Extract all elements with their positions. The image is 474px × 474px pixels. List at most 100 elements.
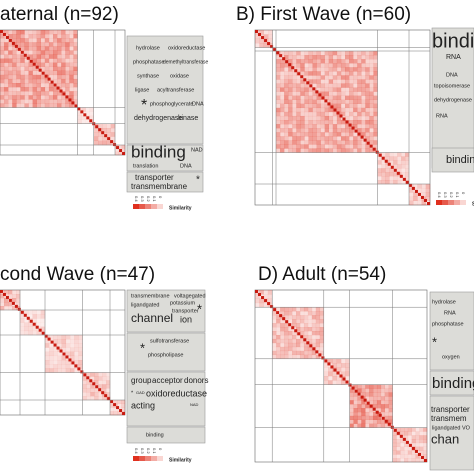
- heatmap-cell: [404, 454, 409, 459]
- heatmap-cell: [8, 306, 13, 311]
- heatmap-cell: [110, 407, 114, 412]
- heatmap-diagonal: [38, 328, 42, 332]
- heatmap-cell: [365, 148, 370, 153]
- heatmap-diagonal: [384, 159, 388, 163]
- heatmap-cell: [102, 136, 107, 141]
- heatmap-cell: [353, 396, 358, 401]
- cloud-box: [126, 35, 204, 145]
- word: oxidoreductase: [146, 388, 207, 398]
- heatmap-cell: [36, 70, 41, 76]
- heatmap-cell: [384, 408, 389, 413]
- heatmap-cell: [340, 79, 346, 84]
- heatmap-cell: [20, 70, 25, 76]
- heatmap-cell: [401, 164, 406, 169]
- heatmap-cell: [61, 74, 66, 80]
- heatmap-cell: [349, 148, 354, 153]
- heatmap-cell: [328, 132, 334, 137]
- heatmap-cell: [315, 331, 321, 336]
- word: oxidase: [170, 73, 189, 79]
- heatmap-cell: [380, 396, 385, 401]
- heatmap-cell: [53, 347, 58, 352]
- heatmap-diagonal: [360, 395, 364, 399]
- heatmap-cell: [332, 380, 337, 385]
- heatmap-cell: [86, 380, 91, 385]
- heatmap-cell: [365, 83, 370, 88]
- heatmap-cell: [280, 354, 285, 359]
- heatmap-cell: [4, 87, 9, 92]
- heatmap-cell: [324, 144, 329, 149]
- heatmap-cell: [413, 184, 418, 189]
- heatmap-cell: [353, 408, 358, 413]
- heatmap-cell: [315, 323, 321, 328]
- heatmap-cell: [380, 408, 385, 413]
- heatmap-cell: [8, 58, 13, 63]
- heatmap-cell: [255, 298, 260, 304]
- heatmap-cell: [316, 124, 321, 129]
- heatmap-cell: [312, 83, 317, 88]
- heatmap-cell: [32, 91, 37, 96]
- heatmap-cell: [102, 396, 107, 401]
- heatmap-cell: [53, 355, 58, 361]
- heatmap-cell: [73, 38, 78, 43]
- heatmap-cell: [373, 388, 378, 393]
- heatmap-cell: [20, 74, 25, 80]
- heatmap-cell: [357, 111, 362, 117]
- heatmap-cell: [57, 74, 62, 80]
- heatmap-cell: [307, 338, 313, 344]
- heatmap-cell: [341, 363, 346, 368]
- heatmap-cell: [308, 140, 313, 145]
- heatmap-cell: [280, 99, 285, 104]
- heatmap-cell: [78, 364, 83, 369]
- legend-tick: 0.4: [437, 192, 442, 198]
- heatmap-cell: [377, 180, 382, 185]
- heatmap-diagonal: [273, 308, 277, 312]
- heatmap-cell: [353, 120, 358, 125]
- heatmap-cell: [45, 347, 50, 352]
- heatmap-cell: [28, 326, 33, 332]
- heatmap-cell: [353, 384, 358, 389]
- legend-tick: 0.2: [146, 196, 151, 202]
- heatmap-cell: [94, 376, 99, 381]
- heatmap-cell: [328, 148, 334, 153]
- heatmap-cell: [28, 38, 33, 43]
- heatmap-cell: [53, 42, 58, 47]
- heatmap-cell: [118, 151, 122, 156]
- heatmap-cell: [85, 119, 90, 124]
- heatmap-cell: [425, 184, 431, 189]
- heatmap-cell: [48, 50, 54, 55]
- word-cloud: transmembrane voltagegated ligandgated p…: [131, 293, 208, 438]
- heatmap-diagonal: [264, 39, 268, 43]
- heatmap-cell: [292, 83, 297, 88]
- heatmap-cell: [288, 334, 293, 340]
- heatmap-cell: [94, 396, 99, 401]
- heatmap-cell: [276, 128, 281, 133]
- heatmap-cell: [415, 431, 420, 436]
- heatmap-diagonal: [297, 332, 301, 336]
- heatmap-cell: [20, 42, 25, 47]
- legend-swatch: [460, 200, 466, 205]
- heatmap-cell: [345, 59, 350, 64]
- heatmap-cell: [85, 107, 90, 112]
- heatmap-cell: [341, 358, 346, 364]
- heatmap-cell: [304, 136, 309, 141]
- heatmap-diagonal: [14, 304, 18, 308]
- heatmap-cell: [324, 136, 329, 141]
- heatmap-cell: [365, 384, 370, 389]
- heatmap-cell: [349, 120, 354, 125]
- heatmap-cell: [411, 431, 416, 436]
- heatmap-cell: [300, 95, 305, 100]
- heatmap-cell: [353, 107, 358, 113]
- heatmap-cell: [94, 372, 99, 377]
- heatmap-cell: [308, 71, 313, 76]
- heatmap-cell: [324, 120, 329, 125]
- heatmap-cell: [4, 46, 9, 51]
- heatmap-cell: [8, 103, 13, 108]
- heatmap-cell: [292, 148, 297, 153]
- heatmap-cell: [65, 74, 70, 80]
- heatmap-cell: [316, 99, 321, 104]
- heatmap-cell: [65, 343, 71, 348]
- heatmap-cell: [40, 66, 46, 71]
- heatmap-cell: [349, 99, 354, 104]
- heatmap-cell: [369, 120, 374, 125]
- heatmap-cell: [73, 34, 78, 39]
